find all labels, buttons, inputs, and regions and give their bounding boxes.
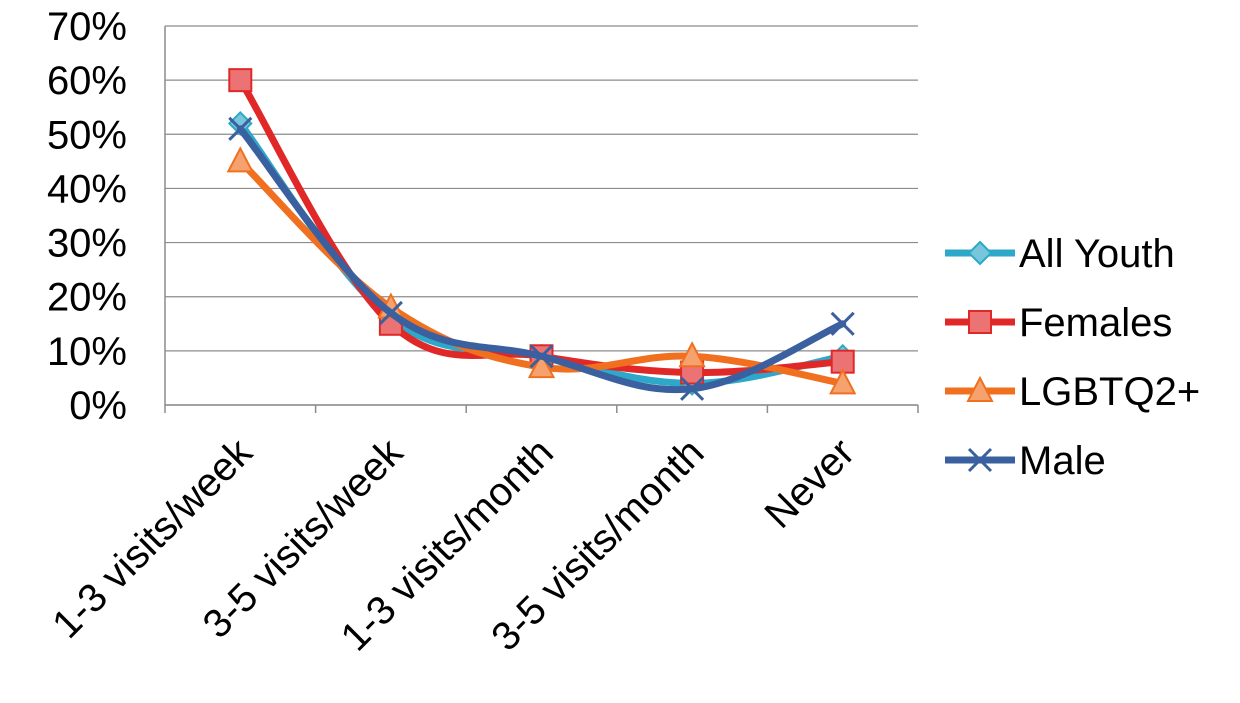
data-point-marker (830, 311, 855, 336)
legend-marker (966, 375, 994, 402)
data-point-marker (228, 116, 253, 141)
legend-label: Females (1019, 301, 1172, 345)
y-tick-label: 10% (47, 330, 127, 374)
y-tick-label: 60% (47, 59, 127, 103)
y-axis-tick-labels: 0% 10% 20% 30% 40% 50% 60% 70% (47, 5, 127, 428)
legend-label: LGBTQ2+ (1019, 370, 1200, 414)
data-point-marker (678, 341, 706, 368)
data-point-marker (527, 351, 556, 379)
legend-marker (967, 240, 993, 266)
legend-marker (967, 447, 993, 473)
y-tick-label: 30% (47, 222, 127, 266)
series-line (236, 125, 847, 394)
legend-item: All Youth (945, 232, 1175, 276)
x-category-label: Never (757, 430, 864, 537)
legend-item: Females (945, 301, 1172, 345)
data-point-marker (680, 376, 705, 401)
series-male (228, 116, 855, 401)
y-tick-label: 50% (47, 113, 127, 157)
data-point-marker (378, 300, 403, 326)
gridlines (165, 25, 918, 406)
series-lgbtq2- (226, 146, 857, 395)
legend: All Youth Females LGBTQ2+ Male (945, 232, 1200, 483)
y-tick-label: 0% (69, 384, 127, 428)
data-point-marker (829, 368, 857, 395)
legend-item: Male (945, 439, 1106, 483)
series-line (236, 76, 847, 377)
y-tick-label: 40% (47, 167, 127, 211)
legend-item: LGBTQ2+ (945, 370, 1200, 414)
series-females (228, 68, 855, 385)
legend-label: Male (1019, 439, 1106, 483)
y-tick-label: 20% (47, 276, 127, 320)
series-lines (226, 68, 857, 401)
axes (164, 26, 919, 413)
data-point-marker (529, 344, 554, 369)
y-tick-label: 70% (47, 5, 127, 49)
data-point-marker (228, 68, 253, 93)
legend-label: All Youth (1019, 232, 1175, 276)
data-point-marker (226, 146, 254, 173)
legend-marker (968, 310, 992, 334)
